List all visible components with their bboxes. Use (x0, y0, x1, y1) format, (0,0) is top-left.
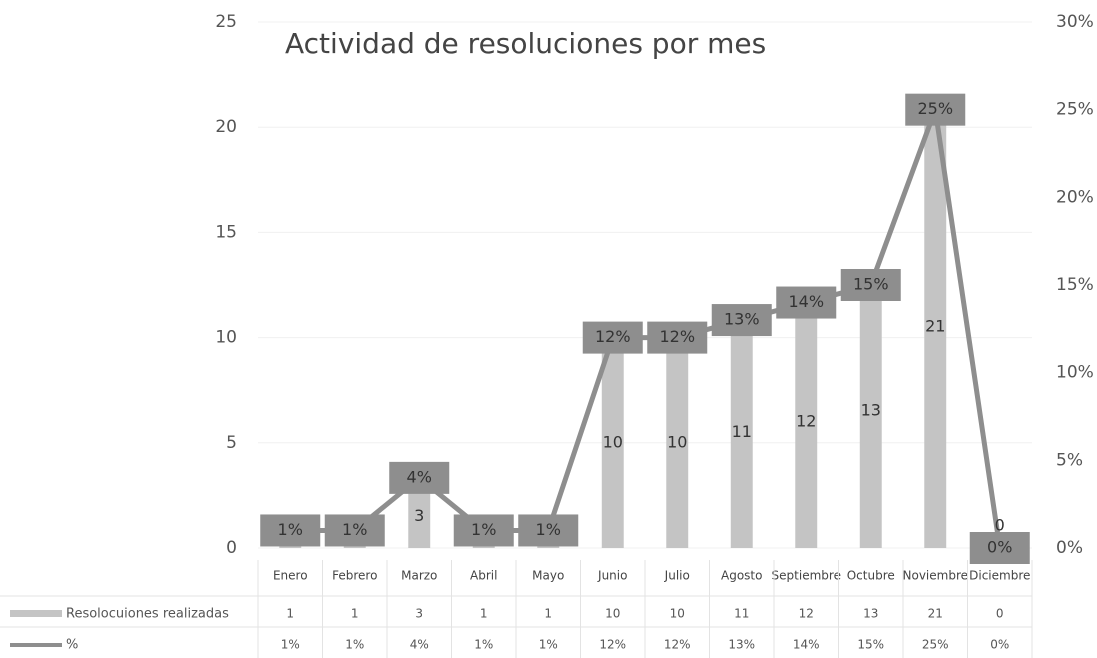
table-cell: 21 (928, 607, 943, 621)
line-value-label: 4% (407, 467, 432, 486)
x-tick-label: Mayo (532, 569, 564, 583)
line-value-label: 1% (342, 520, 367, 539)
legend-label: Resolocuiones realizadas (66, 607, 229, 622)
table-cell: 12% (664, 638, 691, 652)
y-tick-label: 25 (215, 12, 237, 32)
x-tick-label: Marzo (401, 569, 437, 583)
y2-tick-label: 30% (1056, 12, 1094, 32)
line-value-label: 15% (853, 275, 889, 294)
bar-value-label: 0 (995, 516, 1005, 535)
x-tick-label: Octubre (847, 569, 895, 583)
label-box (582, 321, 643, 354)
label-box (518, 514, 579, 547)
line-value-label: 25% (917, 99, 953, 118)
table-cell: 10 (605, 607, 620, 621)
x-tick-label: Diciembre (969, 569, 1030, 583)
table-cell: 12% (599, 638, 626, 652)
y-tick-label: 0 (226, 538, 237, 558)
label-box (969, 532, 1030, 564)
line-value-label: 1% (278, 520, 303, 539)
y-tick-label: 15 (215, 222, 237, 242)
table-cell: 1% (539, 638, 558, 652)
line-value-label: 12% (659, 327, 695, 346)
legend-key (10, 610, 62, 617)
bar (601, 337, 624, 548)
table-cell: 25% (922, 638, 949, 652)
bar-value-label: 12 (796, 411, 816, 430)
table-cell: 11 (734, 607, 749, 621)
table-cell: 10 (670, 607, 685, 621)
y-tick-label: 10 (215, 328, 237, 348)
y-tick-label: 5 (226, 433, 237, 453)
x-tick-label: Abril (470, 569, 497, 583)
bar-value-label: 3 (414, 506, 424, 525)
table-cell: 1% (281, 638, 300, 652)
x-tick-label: Noviembre (903, 569, 969, 583)
table-cell: 4% (410, 638, 429, 652)
chart-title: Actividad de resoluciones por mes (285, 27, 766, 60)
table-cell: 0 (996, 607, 1004, 621)
y2-tick-label: 10% (1056, 363, 1094, 383)
line-value-label: 12% (595, 327, 631, 346)
x-tick-label: Febrero (332, 569, 377, 583)
bar-value-label: 10 (667, 432, 687, 451)
y2-tick-label: 15% (1056, 275, 1094, 295)
table-cell: 1 (286, 607, 294, 621)
table-cell: 1% (474, 638, 493, 652)
table-cell: 13 (863, 607, 878, 621)
x-tick-label: Enero (273, 569, 308, 583)
line-value-label: 0% (987, 538, 1012, 557)
label-box (776, 286, 837, 319)
bar-value-label: 13 (861, 401, 881, 420)
bar-value-label: 21 (925, 317, 945, 336)
table-cell: 0% (990, 638, 1009, 652)
y2-tick-label: 5% (1056, 450, 1083, 470)
bar (924, 106, 947, 548)
line-value-label: 13% (724, 310, 760, 329)
line-value-label: 14% (788, 292, 824, 311)
bar (859, 274, 882, 548)
bar (666, 337, 689, 548)
label-box (711, 304, 772, 337)
label-box (324, 514, 385, 547)
table-cell: 15% (857, 638, 884, 652)
y-tick-label: 20 (215, 117, 237, 137)
table-cell: 1 (544, 607, 552, 621)
line-value-label: 1% (536, 520, 561, 539)
table-cell: 1 (351, 607, 359, 621)
label-box (389, 461, 450, 494)
table-cell: 14% (793, 638, 820, 652)
line-value-label: 1% (471, 520, 496, 539)
table-cell: 1% (345, 638, 364, 652)
x-tick-label: Septiembre (772, 569, 841, 583)
bar (408, 484, 431, 548)
table-cell: 13% (728, 638, 755, 652)
bar-value-label: 10 (603, 432, 623, 451)
y2-tick-label: 20% (1056, 187, 1094, 207)
table-cell: 1 (480, 607, 488, 621)
bar (795, 295, 818, 548)
x-tick-label: Junio (597, 569, 627, 583)
x-tick-label: Julio (664, 569, 690, 583)
y2-tick-label: 25% (1056, 100, 1094, 120)
y2-tick-label: 0% (1056, 538, 1083, 558)
bar (730, 316, 753, 548)
x-tick-label: Agosto (721, 569, 762, 583)
table-cell: 12 (799, 607, 814, 621)
bar-value-label: 11 (732, 422, 752, 441)
label-box (905, 93, 966, 126)
table-cell: 3 (415, 607, 423, 621)
legend-label: % (66, 638, 78, 653)
label-box (840, 269, 901, 301)
label-box (260, 514, 321, 547)
label-box (647, 321, 708, 354)
label-box (453, 514, 514, 547)
